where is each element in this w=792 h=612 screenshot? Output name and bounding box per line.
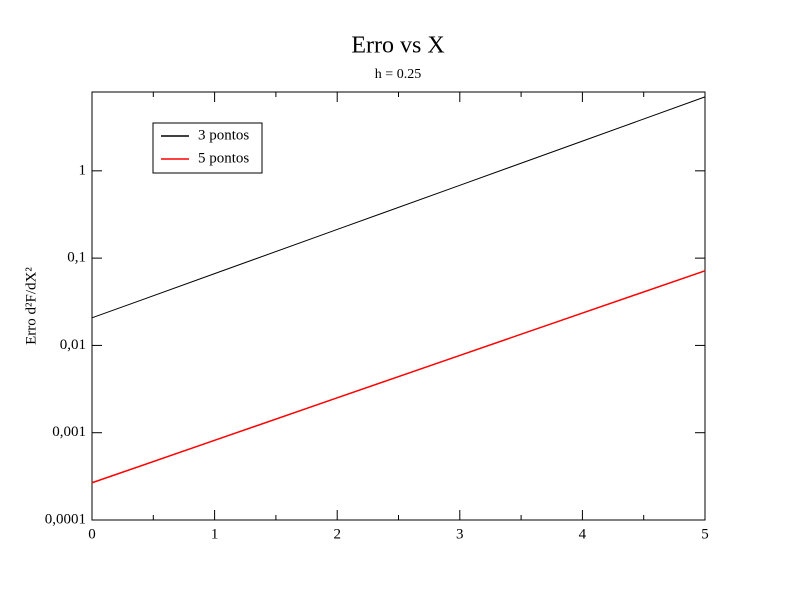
data-line bbox=[91, 270, 706, 484]
y-tick-label: 0,0001 bbox=[45, 511, 86, 527]
y-tick-label: 1 bbox=[79, 162, 87, 178]
legend-box bbox=[152, 122, 263, 174]
x-tick-label: 3 bbox=[456, 526, 464, 542]
x-tick-label: 1 bbox=[211, 526, 219, 542]
y-tick-label: 0,01 bbox=[60, 337, 86, 353]
y-tick-label: 0,001 bbox=[52, 424, 86, 440]
legend-label: 3 pontos bbox=[198, 127, 249, 143]
data-line bbox=[91, 96, 706, 319]
y-tick-label: 0,1 bbox=[67, 250, 86, 266]
chart-subtitle: h = 0.25 bbox=[375, 67, 421, 82]
chart-title: Erro vs X bbox=[351, 33, 444, 59]
x-tick-label: 0 bbox=[88, 526, 96, 542]
x-tick-label: 4 bbox=[579, 526, 587, 542]
legend-label: 5 pontos bbox=[198, 150, 249, 166]
x-tick-label: 5 bbox=[701, 526, 709, 542]
x-tick-label: 2 bbox=[333, 526, 341, 542]
y-axis-label: Erro d²F/dX² bbox=[23, 267, 39, 345]
